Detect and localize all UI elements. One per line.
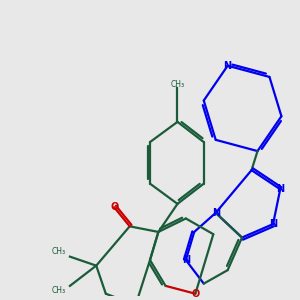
Text: CH₃: CH₃ xyxy=(170,80,184,89)
Text: O: O xyxy=(110,202,118,212)
Text: N: N xyxy=(224,61,232,71)
Text: CH₃: CH₃ xyxy=(51,286,65,295)
Text: CH₃: CH₃ xyxy=(51,247,65,256)
Text: N: N xyxy=(182,255,190,265)
Text: O: O xyxy=(191,289,200,299)
Text: N: N xyxy=(276,184,284,194)
Text: N: N xyxy=(269,219,277,229)
Text: N: N xyxy=(212,208,220,218)
